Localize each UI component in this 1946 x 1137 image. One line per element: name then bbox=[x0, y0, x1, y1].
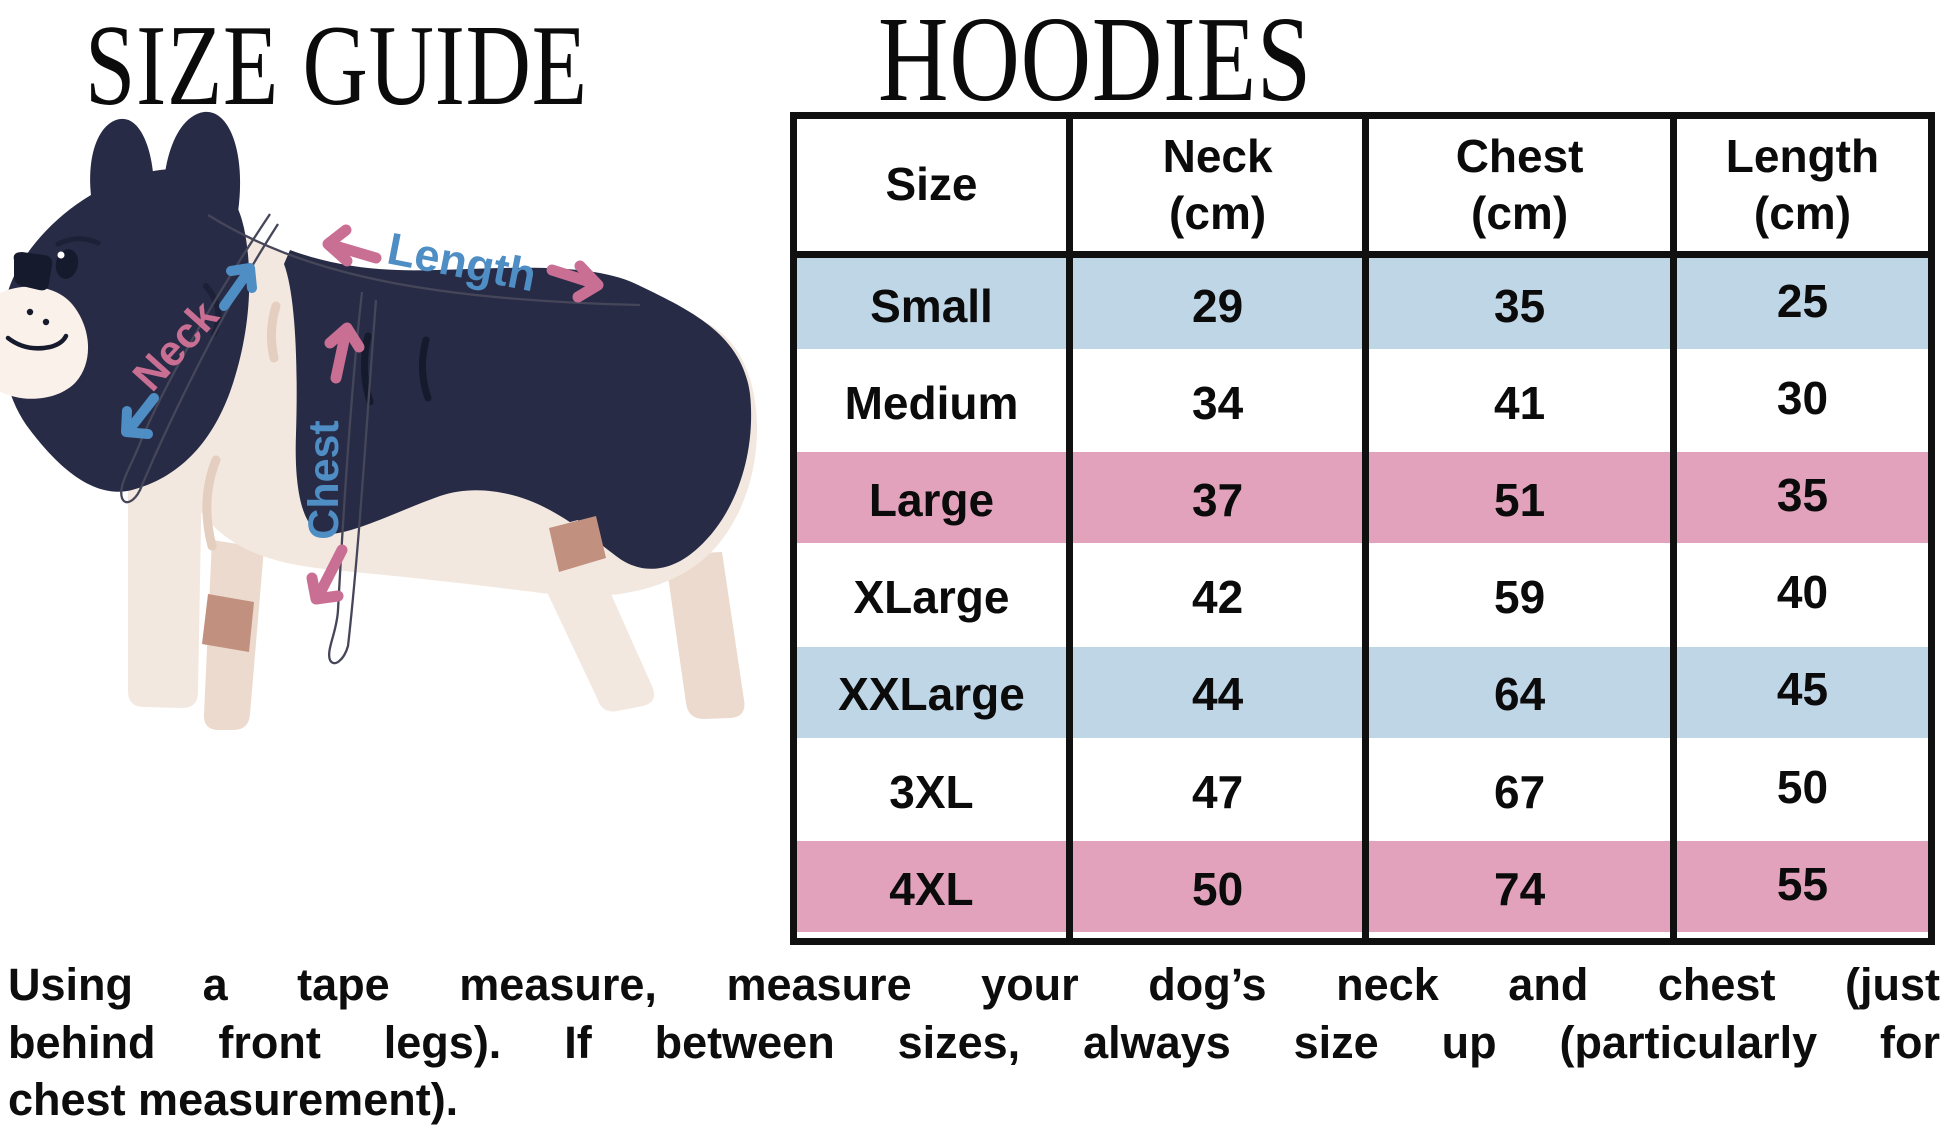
size-guide-title: SIZE GUIDE bbox=[85, 2, 588, 130]
row-chest-value: 74 bbox=[1369, 840, 1677, 938]
chest-down-arrow-icon bbox=[306, 544, 348, 605]
row-length-value: 40 bbox=[1776, 566, 1829, 619]
row-length-value: 45 bbox=[1776, 663, 1829, 716]
dog-near-front-leg bbox=[128, 468, 202, 708]
row-length-value: 30 bbox=[1776, 371, 1829, 424]
row-length-value: 55 bbox=[1776, 857, 1829, 910]
size-table: Size Neck (cm) Chest (cm) Length (cm) Sm… bbox=[790, 112, 1935, 945]
header-length-unit: (cm) bbox=[1753, 187, 1852, 239]
row-chest-value: 51 bbox=[1369, 452, 1677, 550]
length-left-arrow-icon bbox=[322, 224, 382, 267]
dog-nose bbox=[13, 252, 53, 291]
size-table-header: Size Neck (cm) Chest (cm) Length (cm) bbox=[797, 119, 1928, 258]
dog-freckle bbox=[42, 318, 50, 326]
dog-mouth-line bbox=[5, 333, 69, 351]
row-neck-value: 42 bbox=[1073, 549, 1370, 647]
row-size-label: Small bbox=[797, 258, 1073, 356]
measuring-instructions: Using a tape measure, measure your dog’s… bbox=[8, 956, 1940, 1129]
length-right-arrow-icon bbox=[546, 260, 604, 303]
header-length: Length (cm) bbox=[1677, 119, 1928, 251]
table-row-3xl: 3XL 47 67 50 bbox=[797, 743, 1928, 841]
header-chest-unit: (cm) bbox=[1471, 187, 1569, 239]
chest-measure-line bbox=[328, 291, 378, 665]
row-size-label: XLarge bbox=[797, 549, 1073, 647]
row-chest-value: 35 bbox=[1369, 258, 1677, 356]
dog-hock-patch bbox=[549, 516, 606, 572]
row-neck-value: 50 bbox=[1073, 840, 1370, 938]
row-neck-value: 44 bbox=[1073, 646, 1370, 744]
dog-brow-line bbox=[55, 236, 101, 247]
row-size-label: 4XL bbox=[797, 840, 1073, 938]
row-neck-value: 34 bbox=[1073, 355, 1370, 453]
chest-up-arrow-icon bbox=[324, 322, 365, 384]
row-chest-value: 59 bbox=[1369, 549, 1677, 647]
row-size-label: 3XL bbox=[797, 743, 1073, 841]
chest-label: Chest bbox=[300, 420, 348, 539]
row-length-value: 25 bbox=[1776, 274, 1829, 327]
instructions-line-1: Using a tape measure, measure your dog’s… bbox=[8, 959, 1940, 1010]
row-length-value: 35 bbox=[1776, 469, 1829, 522]
table-row-small: Small 29 35 25 bbox=[797, 258, 1928, 356]
neck-measure-line bbox=[120, 213, 279, 504]
dog-coat-patch bbox=[284, 250, 752, 569]
dog-neck-crease bbox=[266, 301, 281, 363]
dog-near-rear-leg bbox=[520, 520, 655, 712]
header-size-label: Size bbox=[885, 158, 978, 211]
dog-chest-crease bbox=[202, 455, 221, 551]
row-neck-value: 29 bbox=[1073, 258, 1370, 356]
instructions-line-2: behind front legs). If between sizes, al… bbox=[8, 1016, 1940, 1068]
hoodies-title: HOODIES bbox=[878, 0, 1312, 127]
dog-far-rear-leg bbox=[665, 552, 745, 719]
row-size-label: XXLarge bbox=[797, 646, 1073, 744]
row-size-label: Large bbox=[797, 452, 1073, 550]
dog-measurement-diagram: Length Neck Chest bbox=[0, 111, 758, 730]
row-chest-value: 67 bbox=[1369, 743, 1677, 841]
header-chest: Chest (cm) bbox=[1369, 119, 1677, 251]
table-row-xlarge: XLarge 42 59 40 bbox=[797, 549, 1928, 647]
row-length-value: 50 bbox=[1776, 760, 1829, 813]
table-row-large: Large 37 51 35 bbox=[797, 452, 1928, 550]
header-size: Size bbox=[797, 119, 1073, 251]
table-row-medium: Medium 34 41 30 bbox=[797, 355, 1928, 453]
dog-front-leg-patch bbox=[202, 594, 254, 652]
row-chest-value: 64 bbox=[1369, 646, 1677, 744]
table-row-4xl: 4XL 50 74 55 bbox=[797, 840, 1928, 938]
dog-coat-fold bbox=[419, 336, 432, 402]
instructions-line-3: chest measurement). bbox=[8, 1074, 459, 1125]
neck-down-arrow-icon bbox=[121, 393, 159, 439]
header-neck-label: Neck bbox=[1162, 129, 1273, 182]
header-length-label: Length bbox=[1725, 129, 1880, 182]
row-neck-value: 47 bbox=[1073, 743, 1370, 841]
dog-muzzle bbox=[0, 286, 88, 399]
length-measure-line bbox=[207, 214, 641, 307]
header-neck: Neck (cm) bbox=[1073, 119, 1370, 251]
dog-head bbox=[1, 168, 250, 492]
dog-eye-glint bbox=[57, 251, 65, 259]
header-chest-label: Chest bbox=[1455, 129, 1584, 182]
row-size-label: Medium bbox=[797, 355, 1073, 453]
neck-up-arrow-icon bbox=[219, 263, 257, 311]
row-neck-value: 37 bbox=[1073, 452, 1370, 550]
row-chest-value: 41 bbox=[1369, 355, 1677, 453]
table-row-xxlarge: XXLarge 44 64 45 bbox=[797, 646, 1928, 744]
size-table-body: Small 29 35 25 Medium 34 41 30 Large 37 51 35 XLarge… bbox=[797, 258, 1928, 938]
dog-freckle bbox=[26, 308, 34, 316]
header-neck-unit: (cm) bbox=[1169, 187, 1267, 239]
